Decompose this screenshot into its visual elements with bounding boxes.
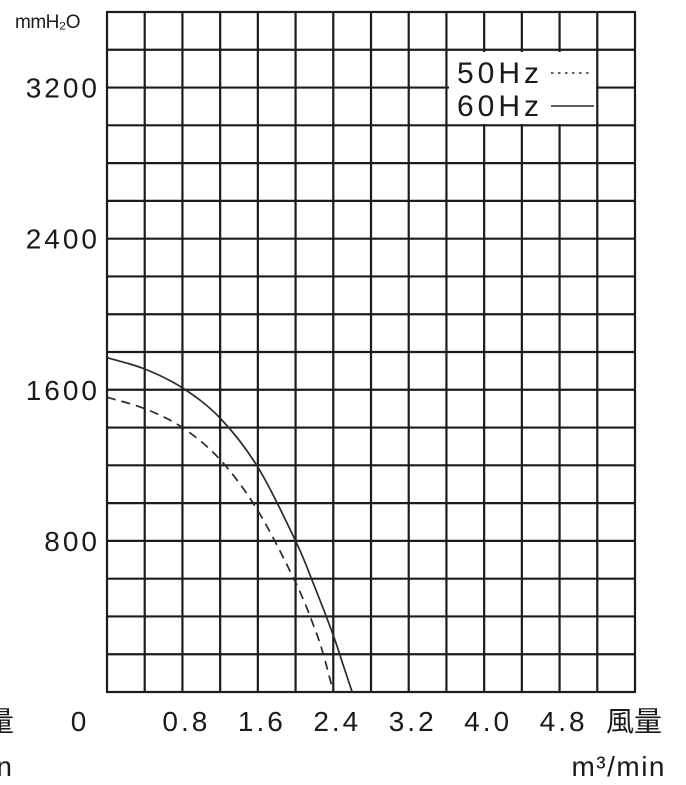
series-line-50hz	[106, 396, 335, 693]
y-tick-label: 800	[44, 526, 100, 557]
legend-label-60hz: 60Hz	[457, 90, 543, 123]
x-axis-unit: m³/min	[571, 751, 666, 782]
plot-frame	[105, 10, 637, 694]
x-tick-label: 4.8	[540, 706, 588, 737]
y-tick-label: 3200	[26, 73, 100, 104]
legend-label-50hz: 50Hz	[457, 57, 543, 90]
x-tick-label: 3.2	[389, 706, 437, 737]
series-line-60hz	[106, 356, 353, 693]
series-lines	[106, 356, 353, 693]
cropped-label-bottom: n	[0, 751, 12, 782]
x-tick-label: 0.8	[162, 706, 210, 737]
x-axis-title: 風量	[606, 705, 662, 738]
legend: 50Hz 60Hz	[449, 52, 596, 124]
x-axis-tick-labels: 0 0.8 1.6 2.4 3.2 4.0 4.8	[71, 706, 588, 737]
legend-background	[449, 52, 596, 124]
x-tick-label: 0	[71, 706, 90, 737]
y-tick-label: 2400	[26, 224, 100, 255]
y-axis-tick-labels: 800 1600 2400 3200	[26, 73, 100, 557]
cropped-label-top: 量	[0, 705, 14, 738]
y-tick-label: 1600	[26, 375, 100, 406]
y-axis-unit: mmH₂O	[15, 12, 80, 33]
x-tick-label: 4.0	[464, 706, 512, 737]
x-tick-label: 1.6	[238, 706, 286, 737]
x-tick-label: 2.4	[313, 706, 361, 737]
